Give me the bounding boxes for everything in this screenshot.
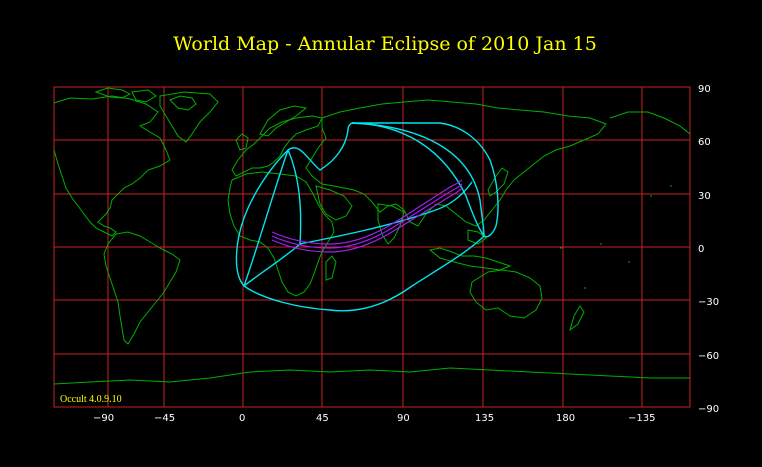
eastern-set-limit-2 [351,122,485,237]
coastline-arabia [315,185,353,221]
y-tick-label: 90 [698,84,711,95]
x-tick-label: 0 [239,413,245,424]
coastline-scandinavia [259,105,308,137]
software-version-label: Occult 4.0.9.10 [60,394,122,405]
coastline-greenland [159,91,219,143]
coastline-indonesia [428,229,512,271]
coastline-south-america [103,231,181,345]
western-rise-limit [243,149,289,287]
coastline-madagascar [325,255,337,281]
y-tick-label: −30 [698,297,719,308]
y-tick-label: −60 [698,351,719,362]
annular-path [271,179,463,253]
coastline-north-america [53,95,171,237]
coastline-antarctica [53,367,690,385]
y-tick-label: 60 [698,137,711,148]
annular-south-limit [271,187,463,253]
y-axis-labels: 90 60 30 0 −30 −60 −90 [698,84,719,415]
coastline-british-isles [235,133,249,151]
y-tick-label: −90 [698,404,719,415]
annular-center-line [271,183,463,249]
x-axis-labels: −90 −45 0 45 90 135 180 −135 [93,413,655,424]
coastline-europe [231,115,323,177]
x-tick-label: 45 [316,413,329,424]
coastline-alaska-edge [609,111,691,135]
coastline-pacific-islands [560,185,672,289]
coastline-new-zealand [569,305,585,332]
coastline-india [377,203,405,245]
coastlines [53,87,691,385]
x-tick-label: 135 [475,413,494,424]
penumbra-south-limit [243,235,485,312]
y-tick-label: 30 [698,191,711,202]
penumbra-north-limit [235,122,499,287]
map-title: World Map - Annular Eclipse of 2010 Jan … [173,33,597,55]
coastline-asia [305,99,607,227]
coastline-africa [227,171,335,297]
x-tick-label: −135 [628,413,655,424]
y-tick-label: 0 [698,244,704,255]
x-tick-label: −45 [154,413,175,424]
coastline-australia [469,269,543,319]
graticule [53,86,691,408]
coastline-canadian-islands [94,87,197,111]
annular-north-limit [271,179,463,245]
x-tick-label: −90 [93,413,114,424]
coastline-japan [487,167,509,197]
x-tick-label: 180 [556,413,575,424]
eastern-set-limit-1 [351,122,485,237]
x-tick-label: 90 [397,413,410,424]
